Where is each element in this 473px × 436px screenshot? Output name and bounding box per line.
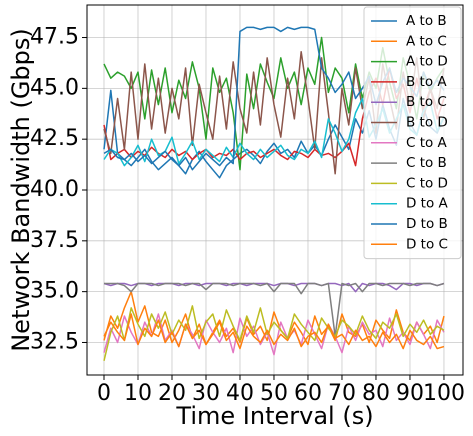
y-tick-label: 40.0 [30,177,79,202]
legend-label: D to A [406,196,449,212]
legend-label: A to B [406,13,447,29]
legend-label: B to C [406,94,447,110]
legend-label: C to D [406,175,448,191]
series-line [103,305,445,361]
legend-label: A to C [406,33,447,49]
series-line [103,313,445,350]
legend: A to B A to C A to D B to A B to C B to D C to… [363,6,462,260]
x-tick-label: 50 [260,381,288,406]
x-axis-label: Time Interval (s) [175,402,373,430]
y-tick-label: 32.5 [30,329,79,354]
y-axis-label: Network Bandwidth (Gbps) [7,28,35,352]
y-tick-label: 37.5 [30,228,79,253]
legend-label: B to A [406,74,447,90]
legend-label: D to C [406,236,448,252]
y-tick-label: 47.5 [30,25,79,50]
x-tick-label: 20 [158,381,186,406]
legend-label: C to B [406,155,447,171]
x-tick-label: 100 [423,381,465,406]
x-tick-label: 80 [362,381,390,406]
x-tick-label: 10 [124,381,152,406]
plot-frame [86,4,464,376]
legend-box [363,6,462,260]
y-tick-label: 35.0 [30,279,79,304]
legend-label: D to B [406,216,448,232]
x-tick-label: 60 [294,381,322,406]
x-tick-label: 0 [97,381,111,406]
x-tick-label: 30 [192,381,220,406]
series-line [103,290,445,346]
series-line [104,282,445,338]
y-tick-label: 42.5 [30,126,79,151]
x-tick-label: 40 [226,381,254,406]
legend-label: A to D [406,54,448,70]
legend-label: C to A [406,135,448,151]
x-tick-label: 70 [328,381,356,406]
y-tick-label: 45.0 [30,75,79,100]
x-tick-label: 90 [396,381,424,406]
legend-label: B to D [406,115,448,131]
